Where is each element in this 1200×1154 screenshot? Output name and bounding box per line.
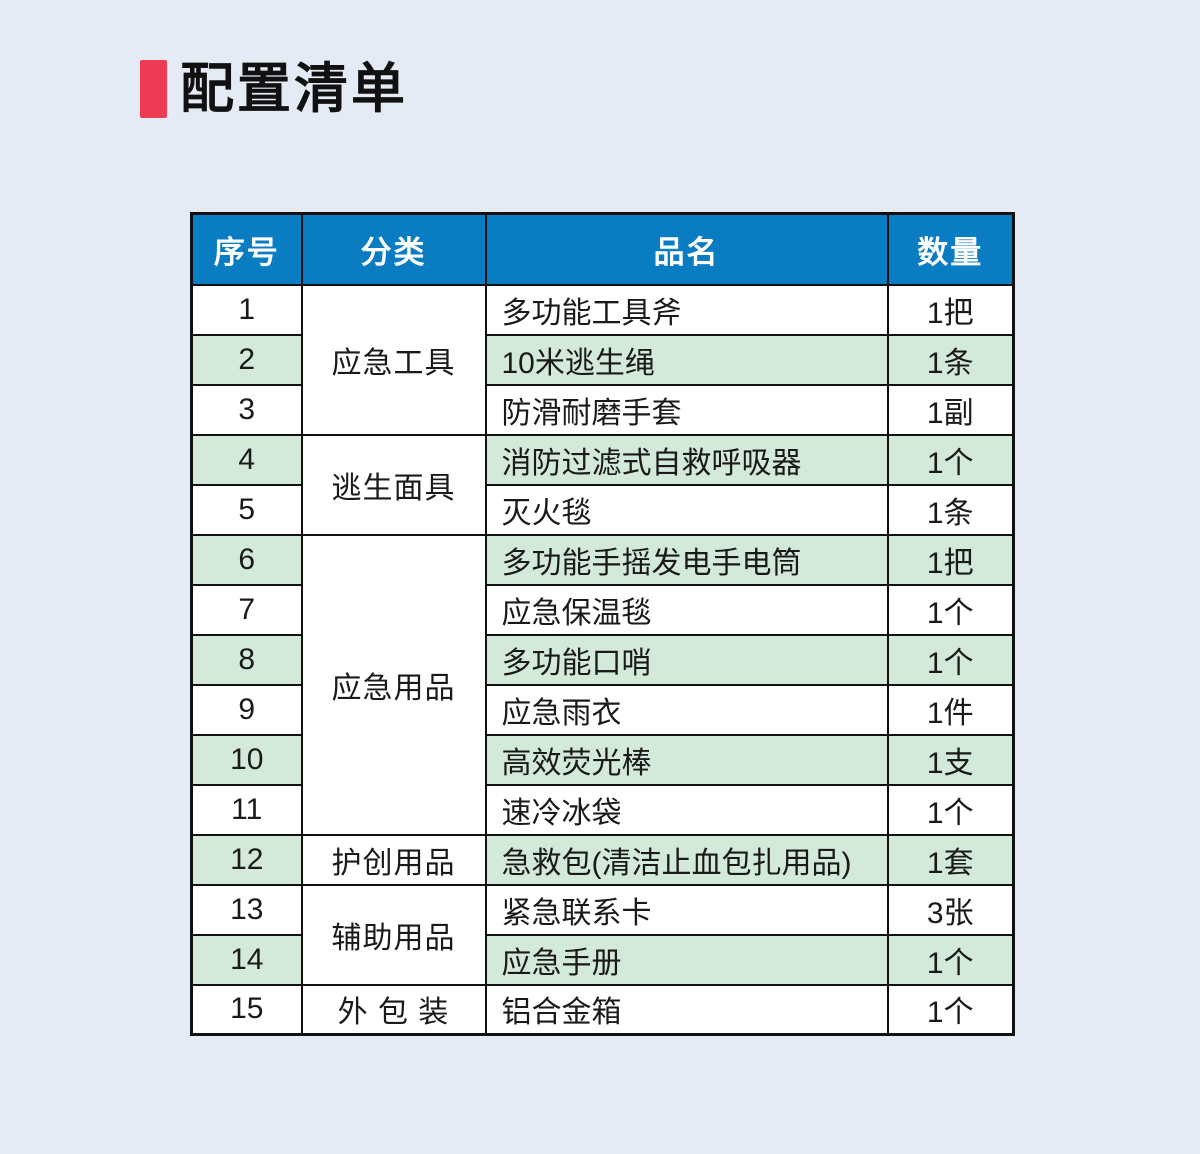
category-cell: 辅助用品 (300, 883, 487, 986)
col-header-category: 分类 (300, 212, 487, 286)
title-accent-bar (140, 60, 167, 118)
table-row: 15 外 包 装铝合金箱 1个 (190, 983, 1015, 1036)
table-body: 1 应急工具 多功能工具斧 1把 2 10米逃生绳 1条 3 防滑耐磨手套 1副 4 逃生面具 消防过滤… (190, 283, 1015, 1036)
category-cell: 外 包 装 (300, 983, 487, 1036)
table-row: 10 高效荧光棒 1支 (190, 733, 1015, 786)
table-row: 9 应急雨衣 1件 (190, 683, 1015, 736)
row-number-cell: 15 (190, 983, 303, 1036)
table-row: 7 应急保温毯 1个 (190, 583, 1015, 636)
table-row: 14 应急手册 1个 (190, 933, 1015, 986)
table-row: 11 速冷冰袋 1个 (190, 783, 1015, 836)
quantity-cell: 1件 (886, 683, 1015, 736)
quantity-cell: 1副 (886, 383, 1015, 436)
quantity-cell: 3张 (886, 883, 1015, 936)
row-number-cell: 8 (190, 633, 303, 686)
item-name-cell: 10米逃生绳 (484, 333, 889, 386)
quantity-cell: 1个 (886, 433, 1015, 486)
quantity-cell: 1条 (886, 483, 1015, 536)
table-row: 3 防滑耐磨手套 1副 (190, 383, 1015, 436)
table-row: 6 应急用品 多功能手摇发电手电筒 1把 (190, 533, 1015, 836)
item-name-cell: 应急手册 (484, 933, 889, 986)
row-number-cell: 1 (190, 283, 303, 336)
category-cell: 应急用品 (300, 533, 487, 836)
item-name-cell: 灭火毯 (484, 483, 889, 536)
page-title: 配置清单 (180, 59, 408, 119)
item-name-cell: 紧急联系卡 (484, 883, 889, 936)
item-name-cell: 多功能口哨 (484, 633, 889, 686)
row-number-cell: 5 (190, 483, 303, 536)
col-header-name: 品名 (484, 212, 889, 286)
category-cell: 护创用品 (300, 833, 487, 886)
item-name-cell: 防滑耐磨手套 (484, 383, 889, 436)
table-row: 2 10米逃生绳 1条 (190, 333, 1015, 386)
category-cell: 应急工具 (300, 283, 487, 436)
quantity-cell: 1个 (886, 933, 1015, 986)
quantity-cell: 1个 (886, 633, 1015, 686)
col-header-number: 序号 (190, 212, 303, 286)
row-number-cell: 14 (190, 933, 303, 986)
item-name-cell: 急救包(清洁止血包扎用品) (484, 833, 889, 886)
row-number-cell: 7 (190, 583, 303, 636)
quantity-cell: 1把 (886, 283, 1015, 336)
item-name-cell: 应急保温毯 (484, 583, 889, 636)
quantity-cell: 1个 (886, 983, 1015, 1036)
quantity-cell: 1套 (886, 833, 1015, 886)
item-name-cell: 多功能手摇发电手电筒 (484, 533, 889, 586)
item-name-cell: 消防过滤式自救呼吸器 (484, 433, 889, 486)
table-row: 5 灭火毯 1条 (190, 483, 1015, 536)
table-header-row: 序号 分类 品名 数量 (190, 212, 1015, 286)
item-name-cell: 多功能工具斧 (484, 283, 889, 336)
item-name-cell: 铝合金箱 (484, 983, 889, 1036)
category-cell: 逃生面具 (300, 433, 487, 536)
quantity-cell: 1条 (886, 333, 1015, 386)
row-number-cell: 12 (190, 833, 303, 886)
table-row: 12 护创用品 急救包(清洁止血包扎用品) 1套 (190, 833, 1015, 886)
col-header-quantity: 数量 (886, 212, 1015, 286)
row-number-cell: 2 (190, 333, 303, 386)
table-row: 8 多功能口哨 1个 (190, 633, 1015, 686)
section-title-block: 配置清单 (140, 58, 408, 120)
item-name-cell: 速冷冰袋 (484, 783, 889, 836)
row-number-cell: 6 (190, 533, 303, 586)
table-row: 1 应急工具 多功能工具斧 1把 (190, 283, 1015, 436)
row-number-cell: 10 (190, 733, 303, 786)
table-row: 13 辅助用品 紧急联系卡 3张 (190, 883, 1015, 986)
quantity-cell: 1把 (886, 533, 1015, 586)
row-number-cell: 11 (190, 783, 303, 836)
row-number-cell: 9 (190, 683, 303, 736)
quantity-cell: 1支 (886, 733, 1015, 786)
table-row: 4 逃生面具 消防过滤式自救呼吸器 1个 (190, 433, 1015, 536)
configuration-table: 序号 分类 品名 数量 1 应急工具 多功能工具斧 1把 2 10米逃生绳 1条 3 防滑耐磨手… (190, 212, 1015, 1036)
table-header: 序号 分类 品名 数量 (190, 212, 1015, 286)
row-number-cell: 4 (190, 433, 303, 486)
row-number-cell: 3 (190, 383, 303, 436)
quantity-cell: 1个 (886, 783, 1015, 836)
item-name-cell: 应急雨衣 (484, 683, 889, 736)
quantity-cell: 1个 (886, 583, 1015, 636)
row-number-cell: 13 (190, 883, 303, 936)
item-name-cell: 高效荧光棒 (484, 733, 889, 786)
